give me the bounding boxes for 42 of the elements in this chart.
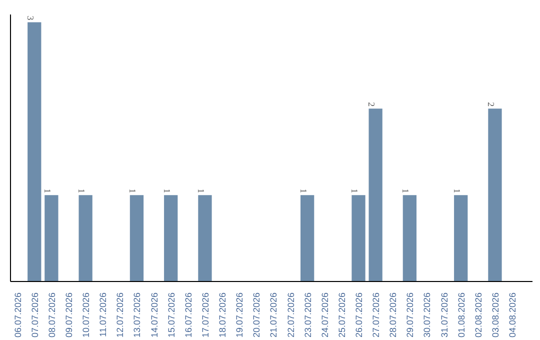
x-tick-label: 27.07.2026 [371,292,382,338]
x-tick-label: 16.07.2026 [183,292,194,338]
x-tick-label: 28.07.2026 [388,292,398,338]
x-tick-label: 01.08.2026 [456,292,466,338]
data-label: 1 [400,188,411,194]
x-tick-label: 08.07.2026 [46,292,57,338]
x-tick-label: 11.07.2026 [98,292,108,337]
data-label: 3 [25,16,36,21]
data-label: 1 [452,188,462,194]
x-tick-label: 25.07.2026 [336,292,347,338]
data-label: 2 [366,102,377,107]
x-tick-label: 09.07.2026 [64,292,74,338]
x-tick-label: 22.07.2026 [286,292,296,338]
data-label: 1 [128,188,138,194]
x-tick-label: 14.07.2026 [149,292,160,338]
x-tick-label: 24.07.2026 [320,292,330,338]
x-tick-label: 07.07.2026 [30,292,40,338]
x-tick-label: 12.07.2026 [115,292,126,338]
x-tick-label: 30.07.2026 [422,292,432,338]
x-tick-label: 15.07.2026 [166,292,176,338]
x-tick-label: 04.08.2026 [508,292,518,338]
x-tick-label: 29.07.2026 [405,292,416,338]
x-tick-label: 20.07.2026 [252,292,262,338]
x-tick-label: 02.08.2026 [473,292,484,338]
data-label: 1 [162,188,172,194]
x-tick-label: 10.07.2026 [81,292,92,338]
x-tick-label: 06.07.2026 [12,292,23,338]
x-tick-label: 23.07.2026 [302,292,313,338]
x-tick-label: 26.07.2026 [354,292,364,338]
data-label: 1 [350,188,360,194]
data-label: 1 [196,188,206,194]
x-tick-label: 17.07.2026 [200,292,210,338]
data-label: 1 [298,188,308,194]
x-tick-label: 13.07.2026 [132,292,142,338]
x-tick-label: 31.07.2026 [439,292,450,338]
x-tick-label: 18.07.2026 [218,292,228,338]
data-label: 2 [486,102,496,107]
x-tick-label: 19.07.2026 [234,292,245,338]
x-tick-label: 03.08.2026 [490,292,500,338]
data-label: 1 [76,188,87,194]
data-label: 1 [42,188,52,194]
x-tick-label: 21.07.2026 [268,292,279,338]
